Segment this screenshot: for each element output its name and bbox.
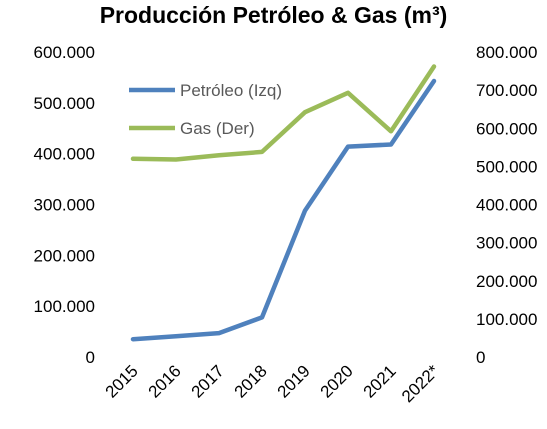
left-tick-label: 500.000 — [34, 94, 95, 113]
chart-title: Producción Petróleo & Gas (m³) — [99, 2, 448, 28]
left-axis: 0 100.000 200.000 300.000 400.000 500.000 600.… — [34, 43, 95, 367]
right-tick-label: 300.000 — [476, 234, 537, 253]
right-tick-label: 0 — [476, 348, 485, 367]
series-layer — [130, 64, 437, 342]
left-tick-label: 400.000 — [34, 145, 95, 164]
legend-label: Petróleo (Izq) — [180, 81, 282, 100]
x-tick-label: 2016 — [145, 361, 185, 401]
legend: Petróleo (Izq) Gas (Der) — [129, 81, 282, 138]
right-tick-label: 100.000 — [476, 310, 537, 329]
x-tick-label: 2015 — [102, 361, 142, 401]
right-axis: 0 100.000 200.000 300.000 400.000 500.000 600.… — [476, 43, 537, 367]
left-tick-label: 200.000 — [34, 246, 95, 265]
x-tick-label: 2019 — [274, 361, 314, 401]
left-tick-label: 600.000 — [34, 43, 95, 62]
x-tick-label: 2022* — [398, 361, 443, 406]
legend-label: Gas (Der) — [180, 119, 255, 138]
right-tick-label: 500.000 — [476, 157, 537, 176]
left-tick-label: 100.000 — [34, 297, 95, 316]
left-tick-label: 0 — [86, 348, 95, 367]
left-tick-label: 300.000 — [34, 196, 95, 215]
x-tick-label: 2017 — [188, 361, 228, 401]
series-line — [130, 64, 437, 162]
right-tick-label: 200.000 — [476, 272, 537, 291]
x-tick-label: 2018 — [231, 361, 271, 401]
right-tick-label: 600.000 — [476, 119, 537, 138]
right-tick-label: 800.000 — [476, 43, 537, 62]
x-tick-label: 2020 — [317, 361, 357, 401]
right-tick-label: 700.000 — [476, 81, 537, 100]
series-line — [130, 78, 437, 342]
right-tick-label: 400.000 — [476, 196, 537, 215]
x-tick-label: 2021 — [360, 361, 400, 401]
